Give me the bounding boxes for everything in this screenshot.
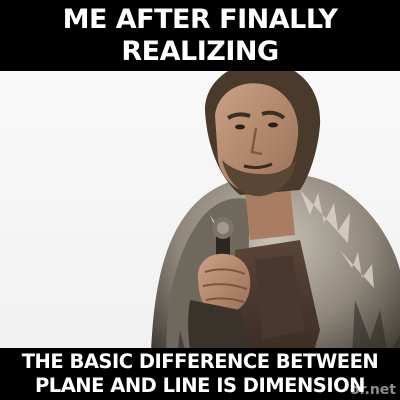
top-caption: ME AFTER FINALLY REALIZING (0, 0, 400, 71)
watermark: or.net (350, 382, 396, 398)
top-caption-line-2: REALIZING (117, 36, 283, 69)
bottom-caption-line-1: THE BASIC DIFFERENCE BETWEEN (21, 350, 379, 374)
top-caption-line-1: ME AFTER FINALLY (62, 4, 338, 35)
bottom-caption-line-2: PLANE AND LINE IS DIMENSION (34, 373, 366, 397)
bottom-caption: THE BASIC DIFFERENCE BETWEEN PLANE AND L… (0, 348, 400, 400)
